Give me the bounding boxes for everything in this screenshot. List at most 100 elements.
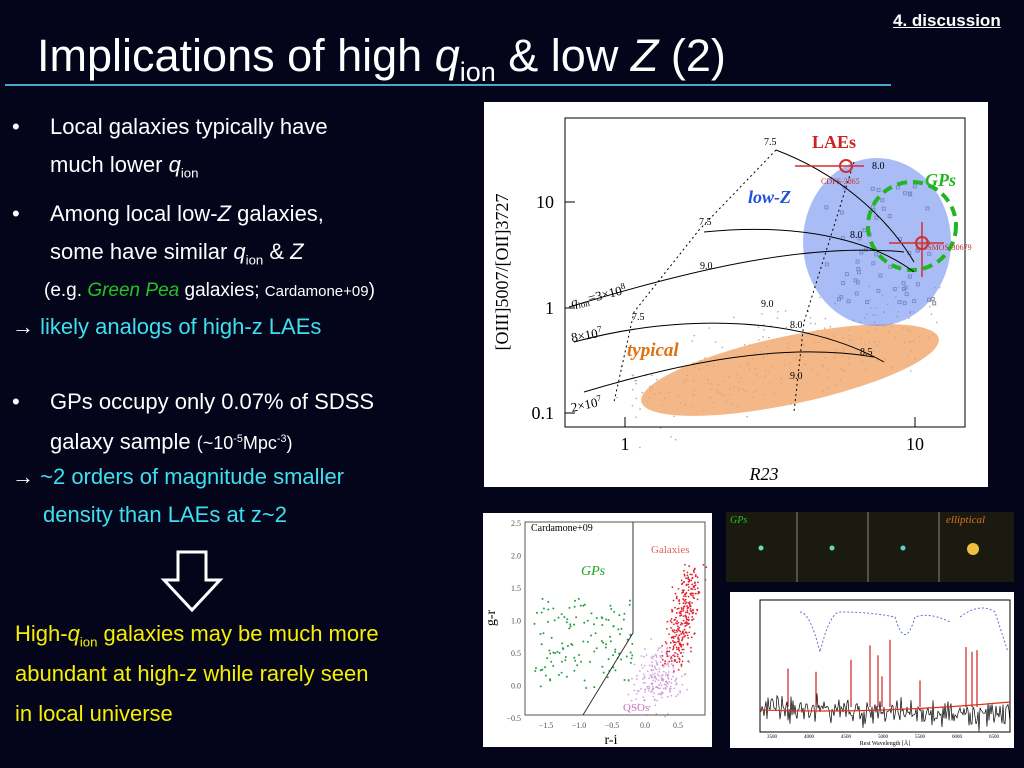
decor-dot <box>575 616 578 619</box>
decor-dot <box>673 641 676 643</box>
plot-frame <box>524 521 706 716</box>
text-line: some have similar qion & Z <box>50 239 304 273</box>
decor-dot <box>679 614 681 617</box>
decor-dot <box>566 618 569 621</box>
decor-dot <box>676 620 679 622</box>
decor-dot <box>691 573 693 576</box>
decor-dot <box>673 415 675 418</box>
text: q <box>233 239 246 264</box>
decor-dot <box>565 675 568 678</box>
decor-dot <box>757 326 760 329</box>
decor-dot <box>689 607 692 610</box>
decor-dot <box>663 664 666 666</box>
decor-dot <box>610 607 613 610</box>
decor-dot <box>590 634 593 637</box>
bullet: • <box>12 201 20 226</box>
decor-dot <box>642 673 645 676</box>
text-line: (e.g. Green Pea galaxies; Cardamone+09) <box>44 278 375 305</box>
decor-dot <box>594 632 597 635</box>
decor-dot <box>672 647 675 649</box>
text: galaxies, <box>230 201 324 226</box>
decor-dot <box>595 616 598 619</box>
decor-dot <box>807 310 810 313</box>
decor-dot <box>665 650 668 653</box>
x-tick-label: 10 <box>906 434 924 454</box>
image-strip: GPs elliptical <box>726 512 1014 582</box>
decor-dot <box>672 664 675 667</box>
y-tick-label: −0.5 <box>506 714 521 723</box>
decor-dot <box>691 612 694 614</box>
decor-dot <box>647 687 649 690</box>
decor-dot <box>628 603 631 606</box>
decor-dot <box>680 606 683 609</box>
decor-dot <box>675 616 677 619</box>
decor-dot <box>675 641 677 644</box>
decor-dot <box>644 681 646 684</box>
x-axis-label: Rest Wavelength [Å] <box>860 739 910 747</box>
decor-dot <box>694 573 697 576</box>
decor-dot <box>670 618 673 620</box>
decor-dot <box>687 595 690 598</box>
decor-dot <box>616 396 618 399</box>
decor-dot <box>650 669 653 672</box>
decor-dot <box>656 673 659 676</box>
decor-dot <box>553 619 556 622</box>
decor-dot <box>631 654 634 657</box>
decor-dot <box>583 679 586 682</box>
decor-dot <box>674 631 676 634</box>
decor-dot <box>583 603 586 606</box>
galaxy-image <box>967 543 979 555</box>
decor-dot <box>690 594 692 596</box>
object-label: CDFS-3865 <box>821 177 860 186</box>
decor-dot <box>674 651 677 654</box>
decor-dot <box>534 667 537 670</box>
bpt-figure: 1 10 10 1 0.1 R23 [OIII]5007/[OII]3727 L… <box>484 102 988 487</box>
decor-dot <box>696 609 699 612</box>
decor-dot <box>679 689 681 692</box>
decor-dot <box>690 587 692 590</box>
decor-dot <box>673 629 676 632</box>
decor-dot <box>614 669 617 672</box>
decor-dot <box>650 691 652 693</box>
decor-dot <box>544 666 547 669</box>
decor-dot <box>535 611 538 614</box>
spectrum <box>759 693 1011 732</box>
decor-dot <box>685 615 687 617</box>
model-line <box>703 228 915 273</box>
decor-dot <box>686 611 689 614</box>
model-line <box>573 322 885 363</box>
decor-dot <box>658 674 660 677</box>
decor-dot <box>577 597 580 600</box>
decor-dot <box>743 344 746 346</box>
decor-dot <box>665 672 667 674</box>
decor-dot <box>691 576 694 579</box>
decor-dot <box>691 619 693 621</box>
decor-dot <box>547 608 550 611</box>
bullet: • <box>12 114 20 139</box>
decor-dot <box>637 351 639 353</box>
decor-dot <box>671 639 674 642</box>
grid-label: 7.5 <box>764 137 777 148</box>
decor-dot <box>667 677 670 680</box>
decor-dot <box>593 650 596 653</box>
decor-dot <box>635 416 637 419</box>
decor-dot <box>541 668 544 671</box>
decor-dot <box>680 610 683 613</box>
decor-dot <box>678 599 681 601</box>
decor-dot <box>652 669 655 671</box>
decor-dot <box>686 688 689 691</box>
decor-dot <box>663 683 666 686</box>
decor-dot <box>695 612 697 615</box>
decor-dot <box>674 606 676 609</box>
decor-dot <box>586 640 589 643</box>
decor-dot <box>648 689 650 692</box>
decor-dot <box>629 633 632 636</box>
cut-line <box>582 522 634 716</box>
decor-dot <box>686 571 689 574</box>
decor-dot <box>552 651 555 654</box>
decor-dot <box>819 296 821 299</box>
decor-dot <box>618 614 621 617</box>
x-tick-label: 4000 <box>804 735 815 740</box>
y-tick-label: 2.0 <box>511 552 521 561</box>
decor-dot <box>777 310 779 313</box>
